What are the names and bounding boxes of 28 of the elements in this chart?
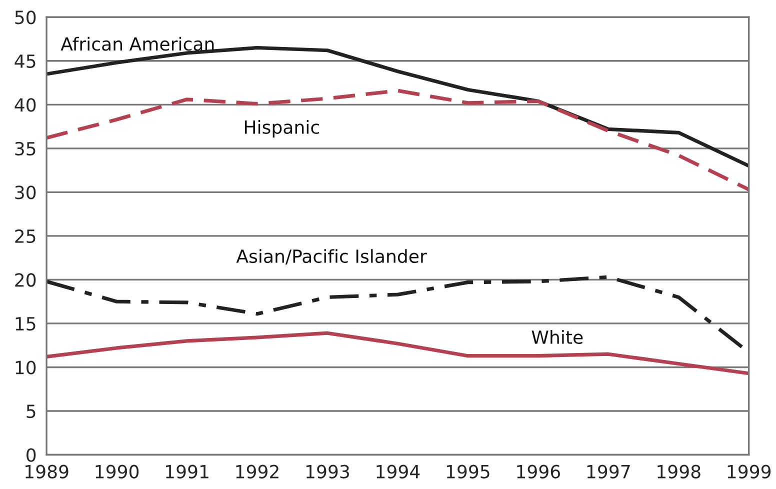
x-tick-label: 1992 — [236, 464, 278, 478]
y-tick-label: 20 — [15, 273, 36, 287]
x-tick-label: 1993 — [306, 464, 349, 478]
line-series — [46, 331, 749, 376]
y-tick-label: 10 — [16, 360, 36, 374]
x-tick-label: 1989 — [26, 464, 68, 478]
x-tick-label: 1996 — [517, 464, 560, 478]
x-tick-label: 1990 — [96, 464, 139, 478]
series-label: African American — [60, 36, 214, 51]
y-tick-label: 30 — [15, 186, 36, 200]
series-label: Hispanic — [244, 120, 319, 138]
y-tick-label: 25 — [15, 229, 36, 244]
x-tick-label: 1991 — [166, 464, 208, 478]
line-series — [46, 88, 749, 192]
y-tick-label: 15 — [16, 317, 36, 331]
x-tick-label: 1997 — [587, 464, 630, 478]
y-tick-label: 50 — [15, 10, 36, 24]
y-tick-label: 5 — [26, 404, 36, 418]
y-tick-label: 45 — [14, 54, 36, 68]
series-label: Asian/Pacific Islander — [236, 249, 427, 264]
series-label: White — [532, 330, 583, 344]
y-tick-label: 0 — [26, 448, 36, 462]
x-tick-label: 1999 — [728, 464, 771, 478]
x-tick-label: 1995 — [446, 464, 490, 478]
y-tick-label: 35 — [15, 142, 36, 156]
x-tick-label: 1998 — [658, 464, 700, 478]
y-tick-label: 40 — [14, 98, 36, 112]
x-tick-label: 1994 — [376, 464, 420, 478]
